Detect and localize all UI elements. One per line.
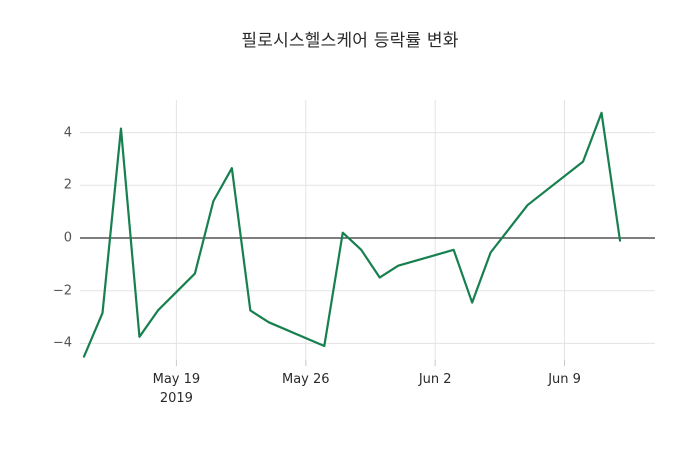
chart-title: 필로시스헬스케어 등락률 변화 xyxy=(241,31,459,51)
x-axis-tick-label: Jun 2 xyxy=(418,372,452,387)
y-axis-tick-label: 2 xyxy=(63,177,72,193)
x-axis-tick-label: May 19 2019 xyxy=(152,372,201,406)
x-axis-ticks xyxy=(175,360,566,366)
data-series-line xyxy=(82,111,622,358)
y-axis-tick-label: −2 xyxy=(52,283,72,299)
y-axis-tick-label: −4 xyxy=(52,335,72,351)
x-axis-tick-label: May 26 xyxy=(282,372,330,387)
y-axis-tick-label: 4 xyxy=(63,125,72,141)
x-gridlines xyxy=(175,100,566,360)
y-axis-tick-label: 0 xyxy=(63,230,72,246)
x-axis-tick-label: Jun 9 xyxy=(548,372,581,387)
